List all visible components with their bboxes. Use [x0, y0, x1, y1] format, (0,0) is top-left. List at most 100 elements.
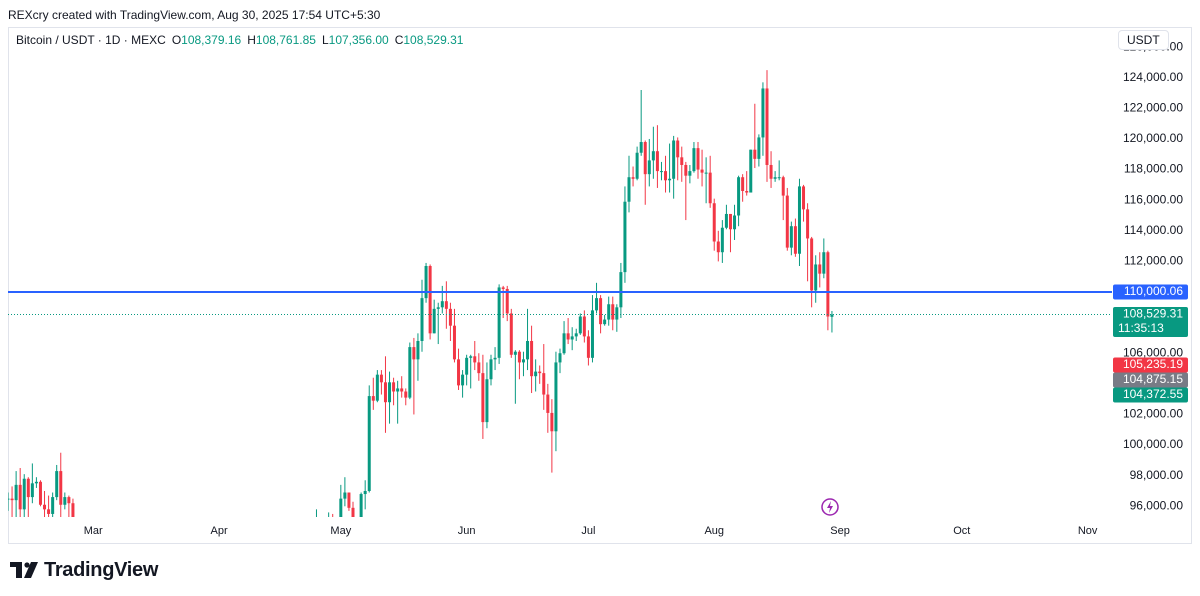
- candle-body: [761, 88, 765, 138]
- legend-value: 108,529.31: [403, 33, 464, 47]
- price-label-box: [1113, 307, 1188, 338]
- candle-body: [692, 148, 696, 172]
- candle-body: [781, 177, 785, 196]
- candle-body: [444, 301, 448, 309]
- candle-body: [684, 164, 688, 176]
- candle-body: [631, 177, 635, 179]
- candle-body: [461, 374, 465, 386]
- candle-body: [457, 359, 461, 386]
- candle-body: [71, 503, 75, 517]
- candle-body: [680, 157, 684, 165]
- candle-body: [473, 356, 477, 363]
- candle-body: [627, 177, 631, 202]
- header-title: REXcry created with TradingView.com, Aug…: [8, 8, 381, 22]
- candle-body: [47, 509, 51, 514]
- candle-body: [619, 272, 623, 308]
- candle-body: [521, 359, 525, 363]
- price-label-box: [1113, 372, 1188, 388]
- candle-body: [501, 287, 505, 289]
- candle-body: [570, 336, 574, 340]
- candle-body: [542, 373, 546, 395]
- x-tick-label: Apr: [210, 525, 227, 537]
- y-tick-label: 96,000.00: [1130, 498, 1184, 512]
- candle-body: [688, 171, 692, 176]
- candle-body: [586, 336, 590, 358]
- candle-body: [700, 169, 704, 173]
- candle-body: [526, 340, 530, 360]
- legend-key: C: [394, 33, 404, 47]
- candle-body: [30, 483, 34, 498]
- candle-body: [485, 379, 489, 423]
- candle-body: [733, 215, 737, 230]
- candle-body: [822, 252, 826, 274]
- candle-body: [546, 394, 550, 413]
- candle-body: [530, 340, 534, 377]
- candle-body: [562, 333, 566, 354]
- candle-body: [818, 264, 822, 274]
- candle-body: [664, 171, 668, 181]
- legend-value: 107,356.00: [328, 33, 389, 47]
- candle-body: [797, 186, 801, 254]
- price-label: 104,372.55: [1123, 387, 1183, 401]
- candle-body: [34, 481, 38, 484]
- candle-body: [639, 142, 643, 153]
- candle-body: [720, 227, 724, 253]
- candle-body: [400, 388, 404, 392]
- candle-body: [339, 498, 343, 517]
- candle-body: [363, 490, 367, 495]
- candle-body: [448, 308, 452, 326]
- y-tick-label: 124,000.00: [1123, 70, 1183, 84]
- candle-body: [356, 526, 359, 532]
- candle-body: [351, 507, 355, 517]
- y-tick-label: 106,000.00: [1123, 345, 1183, 359]
- y-tick-label: 116,000.00: [1124, 192, 1183, 206]
- candle-body: [436, 307, 440, 309]
- candle-body: [582, 316, 586, 337]
- currency-button[interactable]: USDT: [1118, 30, 1169, 50]
- candle-body: [745, 191, 749, 193]
- candle-body: [623, 201, 627, 273]
- candle-body: [22, 478, 26, 510]
- candle-body: [432, 308, 436, 334]
- price-label: 108,529.31: [1123, 307, 1183, 321]
- candle-body: [769, 164, 773, 179]
- candle-body: [10, 498, 14, 501]
- candle-body: [607, 304, 611, 320]
- candle-body: [708, 172, 712, 204]
- event-icon[interactable]: [821, 498, 839, 516]
- legend-key: O: [171, 33, 182, 47]
- price-label-box: [1113, 387, 1188, 403]
- candle-body: [469, 356, 473, 358]
- candle-body: [323, 528, 326, 540]
- price-label: 104,875.15: [1123, 372, 1183, 386]
- candle-body: [765, 88, 769, 165]
- candle-body: [659, 171, 663, 173]
- candle-body: [728, 213, 732, 230]
- candle-body: [388, 382, 392, 403]
- x-tick-label: Mar: [84, 525, 103, 537]
- candle-body: [513, 351, 517, 355]
- candle-body: [59, 471, 63, 505]
- candle-body: [590, 310, 594, 358]
- candle-body: [493, 357, 497, 360]
- candle-body: [826, 252, 830, 317]
- candle-body: [757, 137, 761, 159]
- x-tick-label: Nov: [1078, 525, 1098, 537]
- candle-body: [517, 351, 521, 363]
- candle-body: [371, 396, 375, 401]
- candle-body: [777, 177, 781, 179]
- candle-body: [383, 382, 387, 403]
- candle-body: [43, 504, 47, 510]
- candle-body: [595, 298, 599, 311]
- candle-body: [392, 382, 396, 392]
- candle-body: [538, 371, 542, 374]
- price-label: 110,000.06: [1124, 284, 1183, 298]
- candle-body: [696, 148, 700, 170]
- candle-body: [379, 374, 383, 383]
- candle-body: [8, 498, 10, 500]
- candle-body: [785, 195, 789, 248]
- candle-body: [599, 298, 603, 325]
- candle-body: [477, 362, 481, 374]
